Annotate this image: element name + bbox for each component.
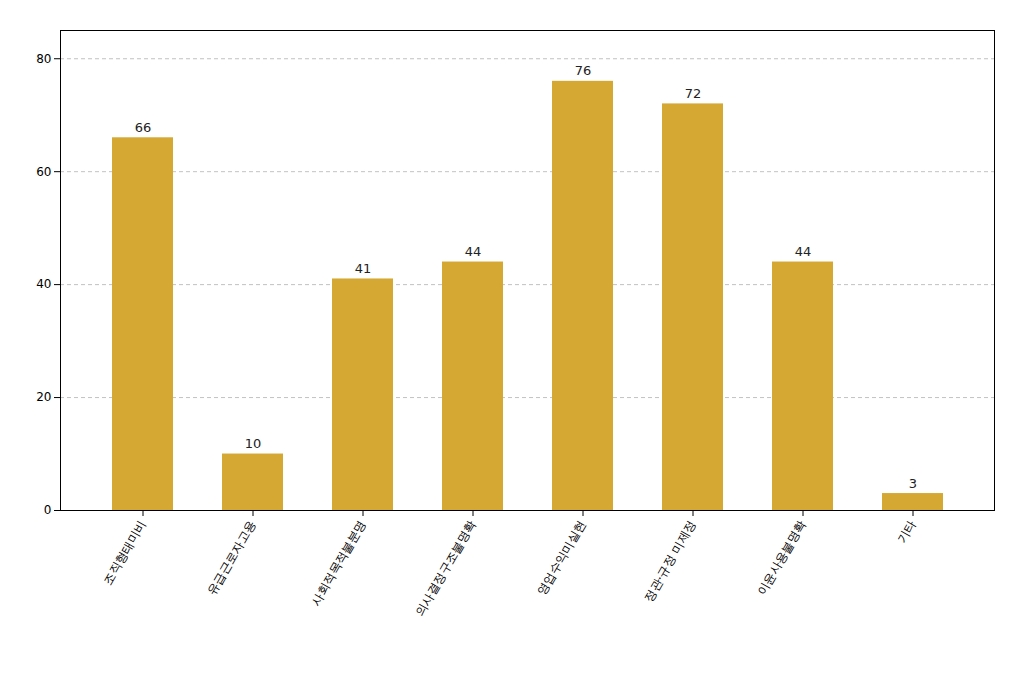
svg-text:10: 10	[245, 436, 262, 451]
svg-text:72: 72	[685, 86, 702, 101]
svg-text:40: 40	[36, 277, 51, 291]
svg-text:사회적목적불분명: 사회적목적불분명	[309, 518, 369, 608]
svg-text:영업수익미실현: 영업수익미실현	[535, 518, 589, 598]
svg-text:의사결정구조불명확: 의사결정구조불명확	[413, 518, 479, 619]
svg-text:41: 41	[355, 261, 372, 276]
svg-text:조직형태미비: 조직형태미비	[101, 518, 149, 587]
svg-text:60: 60	[36, 165, 51, 179]
svg-text:이윤사용불명확: 이윤사용불명확	[755, 518, 809, 598]
svg-text:66: 66	[135, 120, 152, 135]
svg-text:80: 80	[36, 52, 51, 66]
svg-text:20: 20	[36, 390, 51, 404]
svg-text:정관·규정 미제정: 정관·규정 미제정	[641, 518, 699, 604]
svg-text:76: 76	[575, 63, 592, 78]
svg-text:유급근로자고용: 유급근로자고용	[205, 518, 259, 598]
svg-text:기타: 기타	[895, 518, 919, 546]
svg-text:44: 44	[795, 244, 812, 259]
svg-text:44: 44	[465, 244, 482, 259]
svg-text:0: 0	[44, 503, 52, 517]
svg-text:3: 3	[909, 476, 917, 491]
